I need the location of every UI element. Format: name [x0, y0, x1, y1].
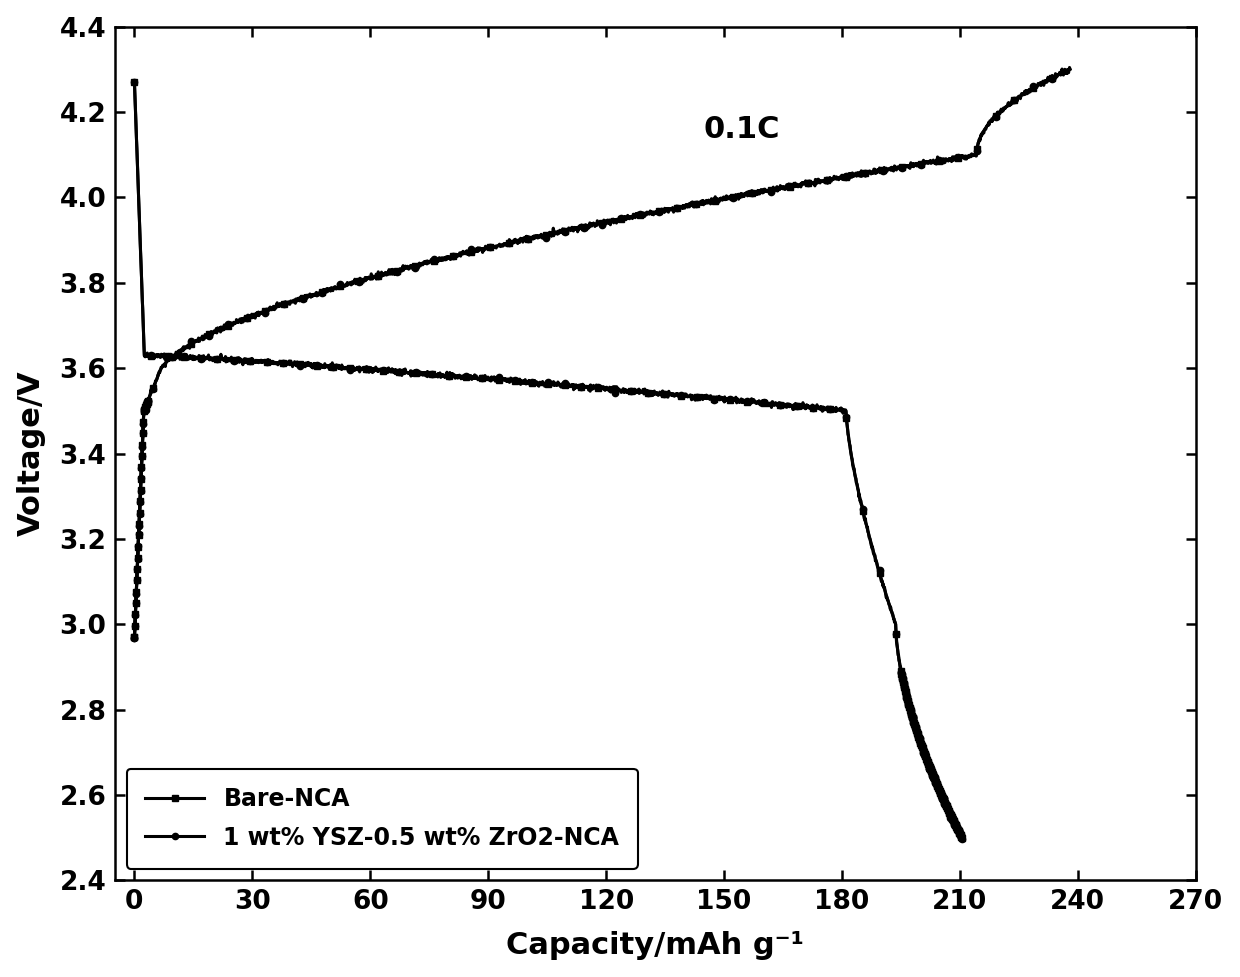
1 wt% YSZ-0.5 wt% ZrO2-NCA	[930, 780, 945, 791]
1 wt% YSZ-0.5 wt% ZrO2-NCA	[955, 832, 970, 844]
Bare-NCA	[930, 782, 945, 793]
Y-axis label: Voltage/V: Voltage/V	[16, 370, 46, 536]
1 wt% YSZ-0.5 wt% ZrO2-NCA	[779, 399, 794, 410]
Bare-NCA	[779, 400, 794, 411]
Bare-NCA	[169, 351, 184, 362]
X-axis label: Capacity/mAh g⁻¹: Capacity/mAh g⁻¹	[506, 931, 805, 960]
1 wt% YSZ-0.5 wt% ZrO2-NCA	[507, 375, 522, 387]
Bare-NCA	[955, 831, 970, 843]
Bare-NCA	[126, 76, 141, 88]
Bare-NCA	[930, 781, 945, 792]
Bare-NCA	[529, 377, 544, 389]
Bare-NCA	[507, 375, 522, 387]
Line: Bare-NCA: Bare-NCA	[131, 79, 965, 841]
1 wt% YSZ-0.5 wt% ZrO2-NCA	[930, 782, 945, 793]
Legend: Bare-NCA, 1 wt% YSZ-0.5 wt% ZrO2-NCA: Bare-NCA, 1 wt% YSZ-0.5 wt% ZrO2-NCA	[126, 769, 639, 869]
1 wt% YSZ-0.5 wt% ZrO2-NCA	[126, 75, 141, 87]
1 wt% YSZ-0.5 wt% ZrO2-NCA	[169, 352, 184, 363]
Text: 0.1C: 0.1C	[703, 114, 780, 144]
Line: 1 wt% YSZ-0.5 wt% ZrO2-NCA: 1 wt% YSZ-0.5 wt% ZrO2-NCA	[131, 78, 965, 842]
1 wt% YSZ-0.5 wt% ZrO2-NCA	[529, 376, 544, 388]
